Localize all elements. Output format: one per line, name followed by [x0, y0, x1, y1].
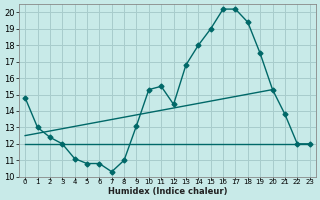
X-axis label: Humidex (Indice chaleur): Humidex (Indice chaleur): [108, 187, 227, 196]
